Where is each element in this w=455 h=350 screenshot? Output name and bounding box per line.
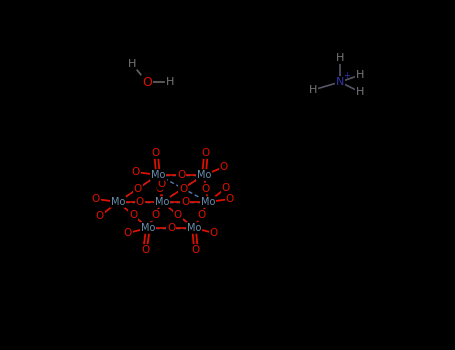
Text: O: O xyxy=(142,76,152,89)
Text: O: O xyxy=(210,228,218,238)
Text: H: H xyxy=(166,77,174,87)
Text: O: O xyxy=(192,245,200,255)
Text: Mo: Mo xyxy=(187,223,201,233)
Text: O: O xyxy=(129,210,137,220)
Text: O: O xyxy=(156,183,164,194)
Text: O: O xyxy=(151,210,159,220)
Text: Mo: Mo xyxy=(141,223,155,233)
Text: O: O xyxy=(174,210,182,220)
Text: O: O xyxy=(158,179,166,189)
Text: H: H xyxy=(128,59,136,69)
Text: H: H xyxy=(356,87,364,97)
Text: O: O xyxy=(197,210,205,220)
Text: H: H xyxy=(309,85,317,95)
Text: O: O xyxy=(92,194,100,204)
Text: O: O xyxy=(181,197,189,207)
Text: H: H xyxy=(336,53,344,63)
Text: O: O xyxy=(202,183,210,194)
Text: N: N xyxy=(336,77,344,87)
Text: Mo: Mo xyxy=(155,197,169,207)
Text: Mo: Mo xyxy=(151,170,165,180)
Text: H: H xyxy=(356,70,364,80)
Text: +: + xyxy=(344,70,350,79)
Text: O: O xyxy=(134,183,142,194)
Text: O: O xyxy=(96,211,104,221)
Text: O: O xyxy=(141,245,149,255)
Text: O: O xyxy=(220,162,228,172)
Text: Mo: Mo xyxy=(111,197,125,207)
Text: O: O xyxy=(124,228,132,238)
Text: O: O xyxy=(152,148,160,158)
Text: Mo: Mo xyxy=(201,197,215,207)
Text: O: O xyxy=(226,194,234,204)
Text: O: O xyxy=(132,167,140,177)
Text: O: O xyxy=(167,223,175,233)
Text: O: O xyxy=(202,148,210,158)
Text: O: O xyxy=(177,170,185,180)
Text: O: O xyxy=(136,197,144,207)
Text: O: O xyxy=(222,183,230,193)
Text: O: O xyxy=(179,183,187,194)
Text: Mo: Mo xyxy=(197,170,211,180)
